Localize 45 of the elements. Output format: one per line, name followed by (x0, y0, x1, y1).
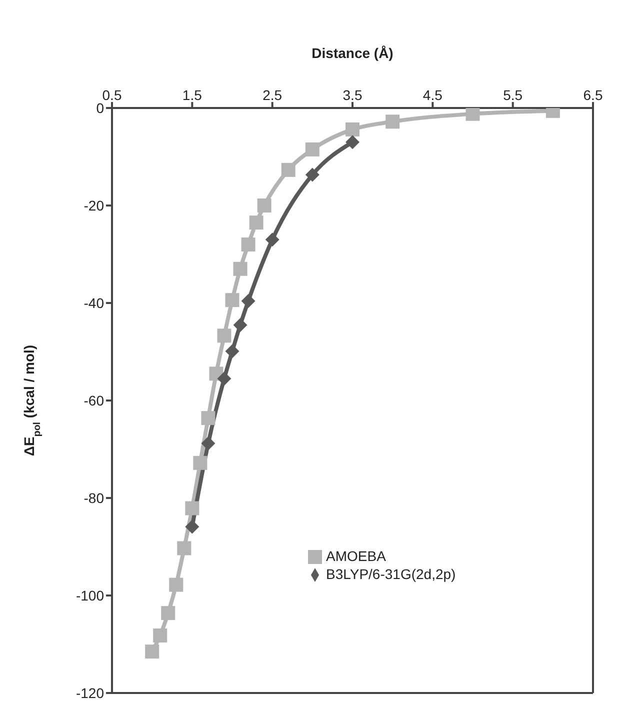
y-tick-label: -40 (84, 294, 104, 311)
point (305, 168, 320, 182)
point (217, 372, 232, 386)
point (217, 328, 232, 343)
legend-label: B3LYP/6-31G(2d,2p) (326, 566, 456, 582)
y-tick-label: -20 (84, 197, 104, 214)
x-axis-title: Distance (Å) (312, 44, 394, 61)
x-tick-label: 4.5 (422, 87, 443, 103)
point (281, 162, 296, 177)
x-tick-label: 3.5 (342, 87, 362, 103)
point (466, 108, 480, 121)
x-tick-label: 1.5 (182, 87, 202, 103)
y-tick-label: 0 (96, 100, 104, 116)
y-tick-label: -60 (84, 392, 104, 408)
point (233, 318, 248, 332)
x-tick-label: 0.5 (102, 87, 122, 103)
point (145, 644, 160, 659)
x-tick-label: 6.5 (583, 87, 603, 103)
point (346, 135, 360, 150)
legend-label: AMOEBA (326, 548, 386, 564)
point (201, 411, 216, 426)
point (386, 114, 400, 129)
point (169, 578, 184, 592)
point (201, 436, 216, 450)
x-tick-label: 2.5 (262, 87, 282, 103)
point (241, 294, 256, 308)
point (177, 541, 192, 556)
point (265, 232, 280, 247)
point (161, 606, 176, 620)
point (225, 344, 240, 358)
point (185, 520, 200, 534)
y-tick-label: -80 (84, 490, 104, 506)
x-tick-label: 5.5 (503, 87, 523, 103)
point (153, 628, 168, 642)
point (233, 262, 248, 276)
point (249, 216, 264, 230)
point (225, 293, 240, 308)
point (185, 501, 200, 516)
point (346, 122, 360, 136)
y-tick-label: -100 (76, 587, 104, 604)
point (193, 456, 208, 470)
point (305, 142, 320, 156)
point (241, 238, 256, 252)
y-tick-label: -120 (76, 684, 104, 701)
point (257, 198, 272, 212)
